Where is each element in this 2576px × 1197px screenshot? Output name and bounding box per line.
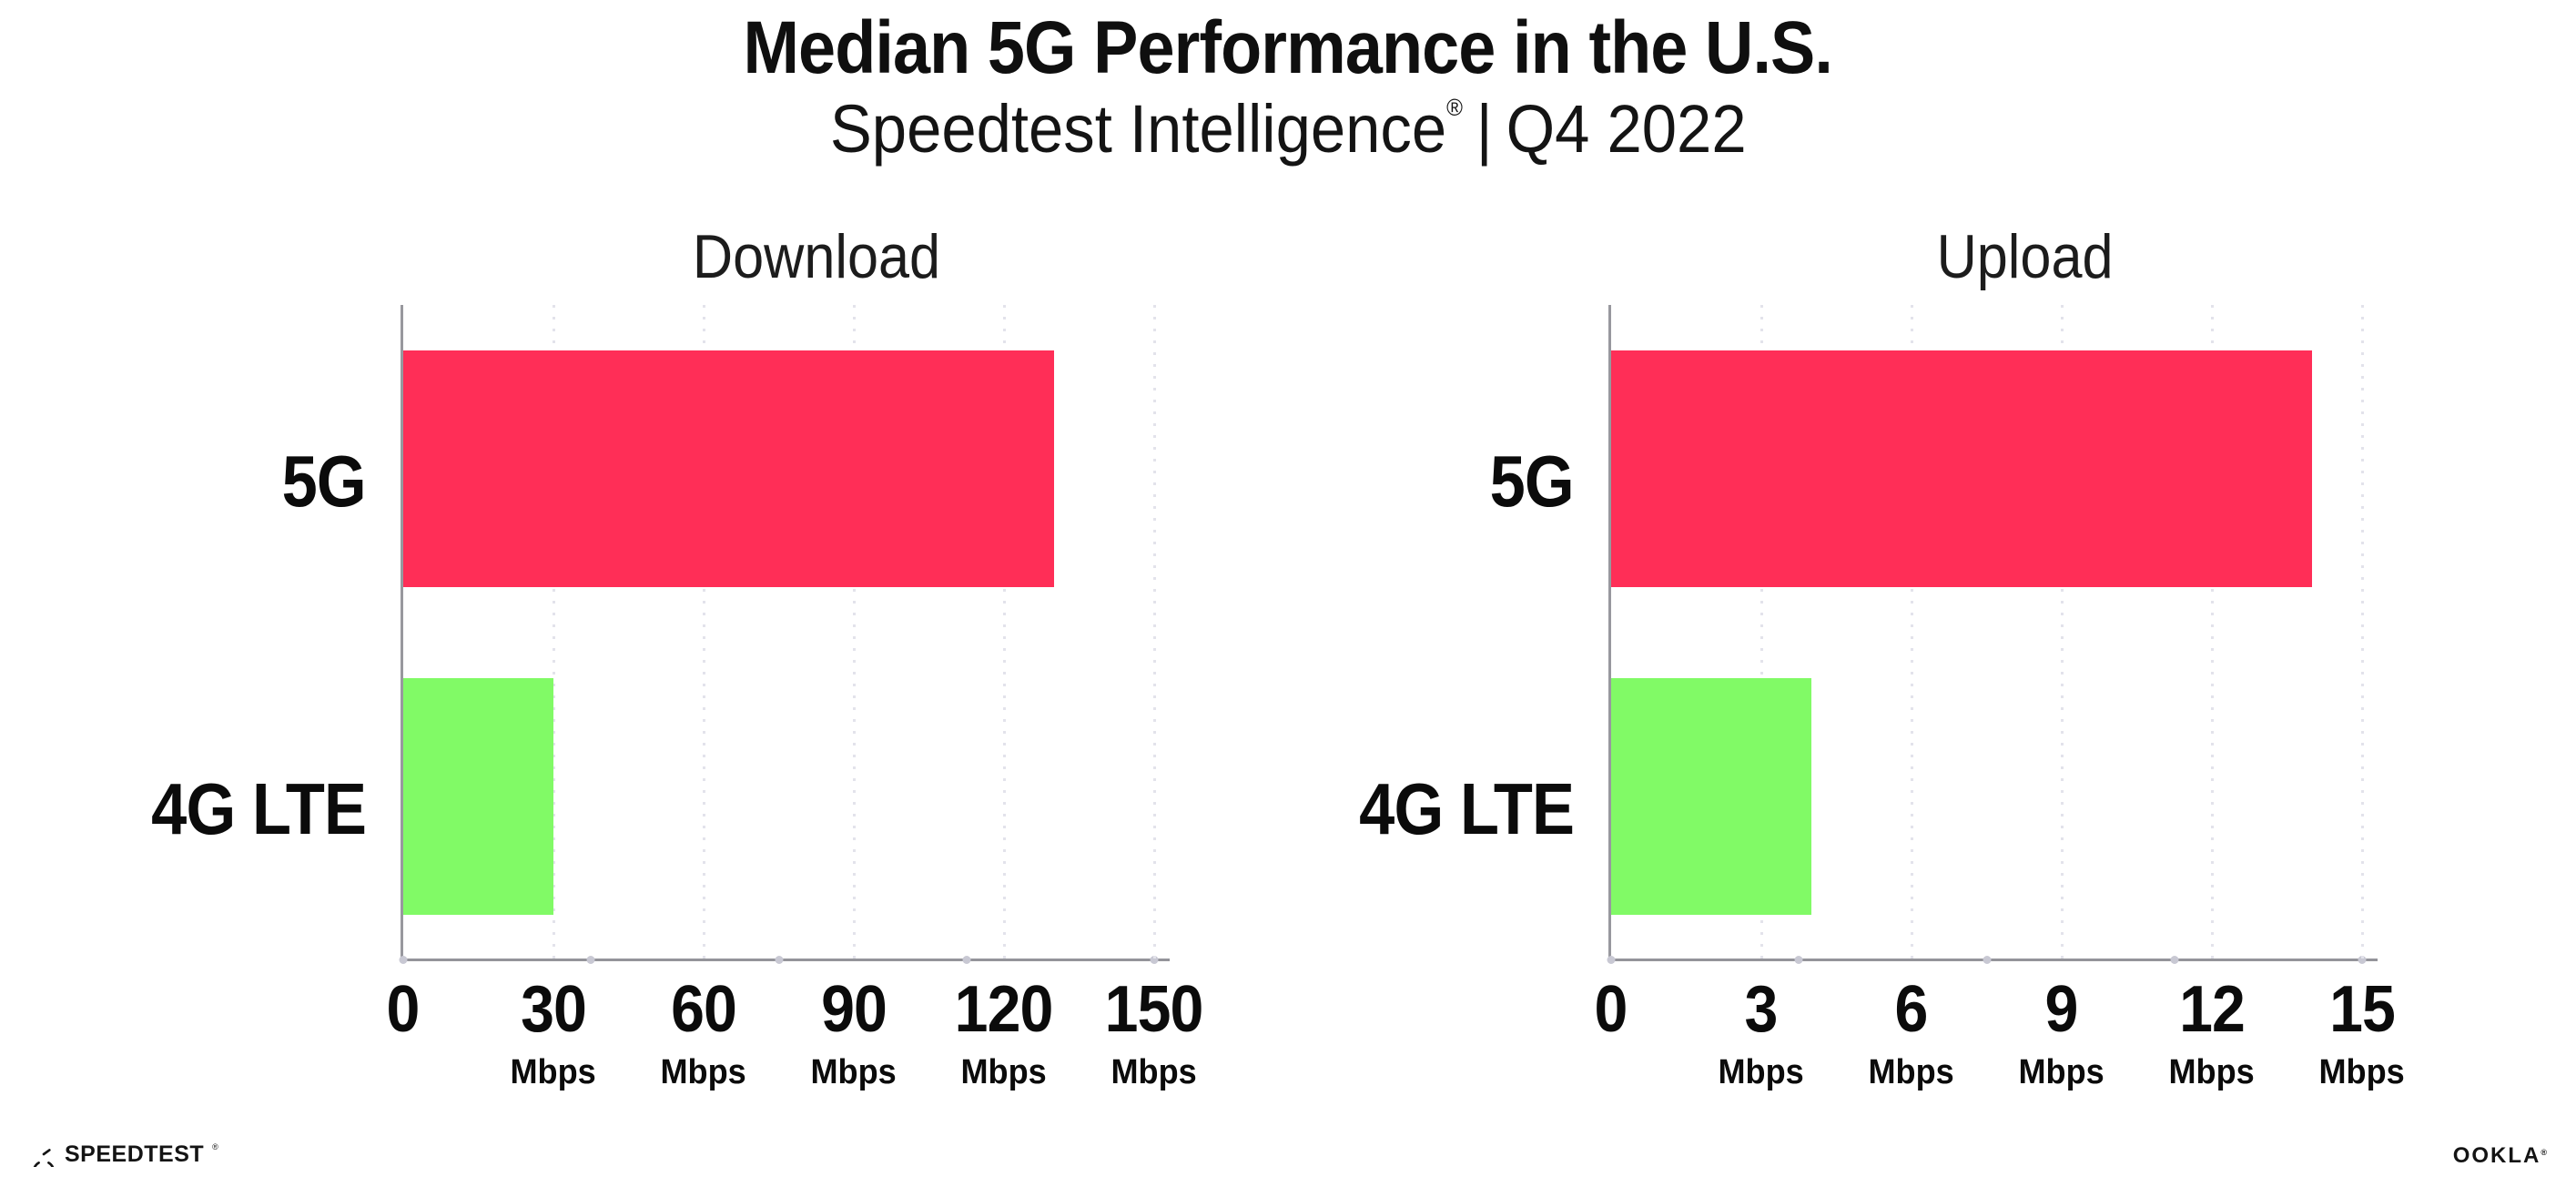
upload-plot-area: 0 3 Mbps 6 Mbps 9 Mbps 12 Mbps 15 Mbps 5G 4G LTE: [1359, 305, 2405, 1090]
axis-tick-dot: [399, 956, 408, 964]
download-chart-panel: Download 0 30 Mbps 60 Mbps 90 Mbps 120 Mbps 150 Mb…: [151, 0, 1204, 1197]
x-tick-unit: Mbps: [2018, 1053, 2105, 1091]
x-tick-unit: Mbps: [810, 1053, 898, 1091]
x-tick-value: 12: [2179, 973, 2246, 1046]
x-tick-value: 0: [387, 973, 421, 1046]
x-tick-value: 15: [2329, 973, 2396, 1046]
gridline-15: [2360, 305, 2364, 959]
axis-tick-dot: [1794, 956, 1803, 964]
category-label-5g: 5G: [281, 441, 367, 522]
chart-main-title: Median 5G Performance in the U.S.: [0, 11, 2576, 86]
x-tick-90: 90 Mbps: [781, 977, 927, 1090]
category-label-4g-lte: 4G LTE: [1359, 768, 1575, 849]
x-tick-value: 6: [1895, 973, 1929, 1046]
x-tick-value: 150: [1105, 973, 1204, 1046]
registered-trademark-symbol: ®: [2541, 1148, 2549, 1157]
x-tick-9: 9 Mbps: [1989, 977, 2135, 1090]
x-tick-unit: Mbps: [960, 1053, 1048, 1091]
gridline-6: [1910, 305, 1913, 959]
registered-trademark-symbol: ®: [1445, 94, 1463, 121]
axis-tick-dot: [2358, 956, 2367, 964]
subtitle-separator: |: [1476, 91, 1493, 167]
upload-chart-panel: Upload 0 3 Mbps 6 Mbps 9 Mbps 12 Mbps 15 Mbps 5G 4G …: [1359, 0, 2405, 1197]
gridline-60: [702, 305, 705, 959]
x-tick-value: 30: [521, 973, 587, 1046]
x-axis-line: [401, 959, 1170, 961]
bar-4g-lte: [403, 678, 553, 915]
axis-tick-dot: [775, 956, 783, 964]
x-tick-unit: Mbps: [2168, 1053, 2256, 1091]
registered-trademark-symbol: ®: [212, 1142, 218, 1151]
x-tick-3: 3 Mbps: [1689, 977, 1834, 1090]
x-tick-unit: Mbps: [1718, 1053, 1805, 1091]
subtitle-brand: Speedtest Intelligence: [829, 91, 1446, 167]
axis-tick-dot: [1150, 956, 1159, 964]
x-tick-value: 0: [1595, 973, 1628, 1046]
gridline-120: [1002, 305, 1006, 959]
gridline-3: [1760, 305, 1763, 959]
speedtest-wordmark: SPEEDTEST: [65, 1141, 205, 1167]
x-tick-unit: Mbps: [2318, 1053, 2406, 1091]
x-tick-0: 0: [330, 977, 476, 1042]
ookla-wordmark: OOKLA: [2452, 1143, 2541, 1168]
x-tick-unit: Mbps: [1111, 1053, 1198, 1091]
gridline-90: [852, 305, 856, 959]
x-tick-unit: Mbps: [660, 1053, 747, 1091]
gauge-needle: [42, 1149, 51, 1156]
gridline-150: [1152, 305, 1156, 959]
x-tick-12: 12 Mbps: [2139, 977, 2285, 1090]
x-tick-6: 6 Mbps: [1839, 977, 1984, 1090]
x-tick-15: 15 Mbps: [2289, 977, 2435, 1090]
gridline-12: [2210, 305, 2214, 959]
download-chart-title: Download: [693, 222, 941, 291]
axis-tick-dot: [586, 956, 595, 964]
bar-4g-lte: [1611, 678, 1811, 915]
speedtest-logo: SPEEDTEST ®: [31, 1141, 218, 1167]
x-tick-150: 150 Mbps: [1081, 977, 1227, 1090]
speedtest-gauge-icon: [33, 1149, 55, 1167]
x-tick-value: 3: [1745, 973, 1779, 1046]
axis-tick-dot: [962, 956, 971, 964]
y-axis-line: [1608, 305, 1611, 961]
bar-5g: [403, 350, 1054, 587]
x-tick-30: 30 Mbps: [481, 977, 626, 1090]
axis-tick-dot: [2170, 956, 2179, 964]
y-axis-line: [401, 305, 403, 961]
x-tick-value: 90: [821, 973, 887, 1046]
gridline-30: [552, 305, 555, 959]
x-axis-line: [1608, 959, 2378, 961]
category-label-5g: 5G: [1489, 441, 1575, 522]
axis-tick-dot: [1607, 956, 1616, 964]
x-tick-value: 9: [2045, 973, 2079, 1046]
axis-tick-dot: [1983, 956, 1991, 964]
category-label-4g-lte: 4G LTE: [151, 768, 367, 849]
gridline-9: [2060, 305, 2064, 959]
x-tick-unit: Mbps: [1868, 1053, 1955, 1091]
chart-main-title-text: Median 5G Performance in the U.S.: [743, 6, 1833, 89]
x-tick-120: 120 Mbps: [931, 977, 1077, 1090]
x-tick-0: 0: [1538, 977, 1684, 1042]
bar-5g: [1611, 350, 2312, 587]
chart-subtitle: Speedtest Intelligence® | Q4 2022: [0, 96, 2576, 163]
upload-chart-title: Upload: [1936, 222, 2114, 291]
x-tick-unit: Mbps: [510, 1053, 597, 1091]
x-tick-value: 120: [955, 973, 1054, 1046]
ookla-logo: OOKLA®: [2453, 1145, 2549, 1167]
download-plot-area: 0 30 Mbps 60 Mbps 90 Mbps 120 Mbps 150 Mbps 5G 4G LT…: [151, 305, 1204, 1090]
x-tick-60: 60 Mbps: [631, 977, 776, 1090]
x-tick-value: 60: [671, 973, 737, 1046]
subtitle-period: Q4 2022: [1506, 91, 1747, 167]
